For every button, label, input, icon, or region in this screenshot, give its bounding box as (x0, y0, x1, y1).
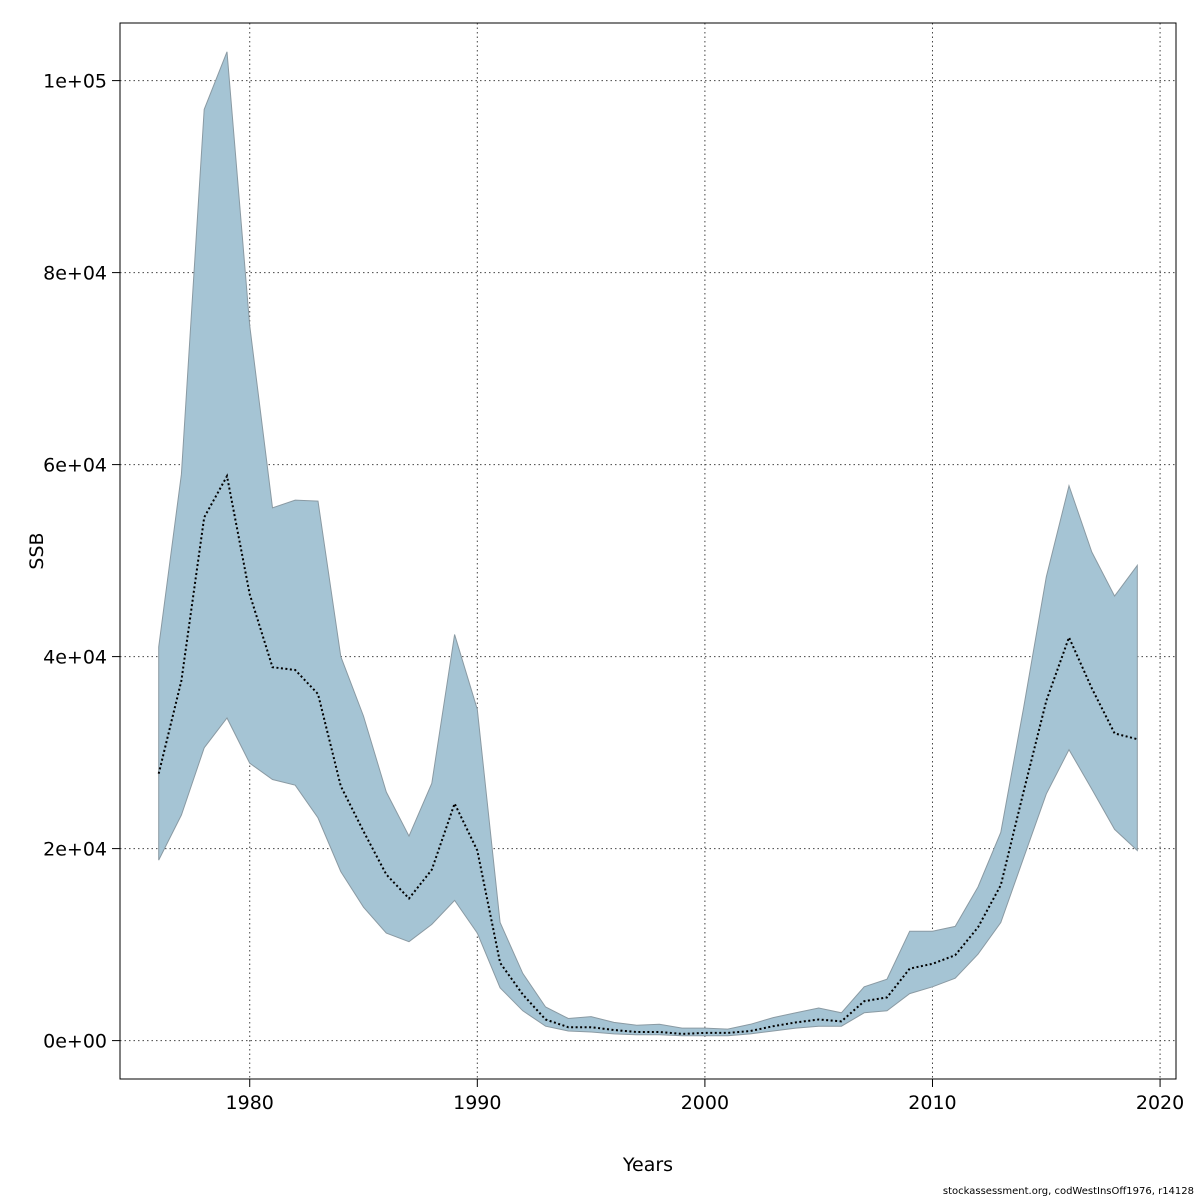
y-tick-label: 6e+04 (43, 455, 107, 477)
plot-frame (119, 22, 1177, 1080)
y-axis-title: SSB (26, 532, 48, 569)
x-tick-label: 1990 (453, 1092, 501, 1114)
x-axis: 1980 1990 2000 2010 2020 (226, 1079, 1184, 1114)
x-tick-label: 1980 (226, 1092, 274, 1114)
x-tick-label: 2020 (1136, 1092, 1184, 1114)
y-tick-label: 1e+05 (43, 71, 107, 93)
x-axis-title: Years (622, 1154, 673, 1176)
confidence-band (158, 51, 1138, 1037)
estimate-line (157, 473, 1138, 1035)
x-tick-label: 2000 (681, 1092, 729, 1114)
y-tick-label: 0e+00 (43, 1031, 107, 1053)
y-axis: 0e+00 2e+04 4e+04 6e+04 8e+04 1e+05 (43, 71, 120, 1053)
confidence-band-layer (158, 51, 1138, 1037)
credit-text: stockassessment.org, codWestInsOff1976, … (942, 1186, 1194, 1197)
y-tick-label: 4e+04 (43, 647, 107, 669)
y-tick-label: 8e+04 (43, 263, 107, 285)
y-tick-label: 2e+04 (43, 839, 107, 861)
estimate-line-layer (157, 473, 1138, 1035)
x-tick-label: 2010 (908, 1092, 956, 1114)
grid-lines (120, 23, 1176, 1079)
